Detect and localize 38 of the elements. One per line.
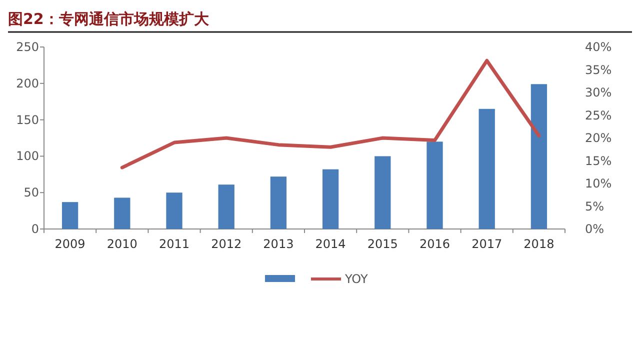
x-tick-label: 2011: [158, 237, 190, 251]
y2-tick-label: 20%: [585, 131, 612, 145]
y2-tick-label: 0%: [585, 222, 604, 236]
y-tick-label: 200: [16, 76, 39, 90]
bar: [530, 84, 548, 229]
bar: [374, 156, 391, 229]
y2-tick-label: 40%: [585, 40, 612, 54]
bar: [322, 169, 339, 229]
y2-tick-label: 15%: [585, 154, 612, 168]
x-tick-label: 2018: [524, 237, 554, 251]
x-tick-label: 2017: [472, 237, 502, 251]
x-tick-label: 2010: [106, 237, 138, 251]
bar: [218, 184, 234, 229]
chart-title: 图22：专网通信市场规模扩大: [8, 10, 210, 28]
y2-tick-label: 35%: [585, 62, 612, 77]
y2-tick-label: 5%: [585, 199, 604, 214]
y2-tick-label: 10%: [585, 176, 612, 190]
line-series: [120, 58, 541, 170]
bar: [426, 142, 443, 229]
bar: [62, 202, 78, 229]
x-tick-label: 2016: [419, 237, 450, 251]
y-tick-label: 0: [31, 222, 39, 236]
x-tick-label: 2015: [367, 237, 398, 251]
x-tick-label: 2012: [211, 237, 242, 251]
y-tick-label: 100: [16, 149, 39, 164]
y2-tick-label: 30%: [585, 86, 612, 100]
y2-tick-label: 25%: [585, 108, 612, 122]
legend-label: YOY: [344, 272, 368, 286]
bar: [478, 108, 495, 229]
x-tick-label: 2013: [263, 237, 294, 251]
bar: [114, 198, 130, 229]
y-tick-label: 250: [16, 40, 39, 54]
y-tick-label: 150: [16, 112, 39, 127]
y-tick-label: 50: [24, 186, 39, 200]
x-tick-label: 2014: [315, 237, 346, 251]
bar: [270, 176, 287, 229]
x-tick-label: 2009: [54, 237, 86, 251]
bar: [166, 192, 182, 229]
